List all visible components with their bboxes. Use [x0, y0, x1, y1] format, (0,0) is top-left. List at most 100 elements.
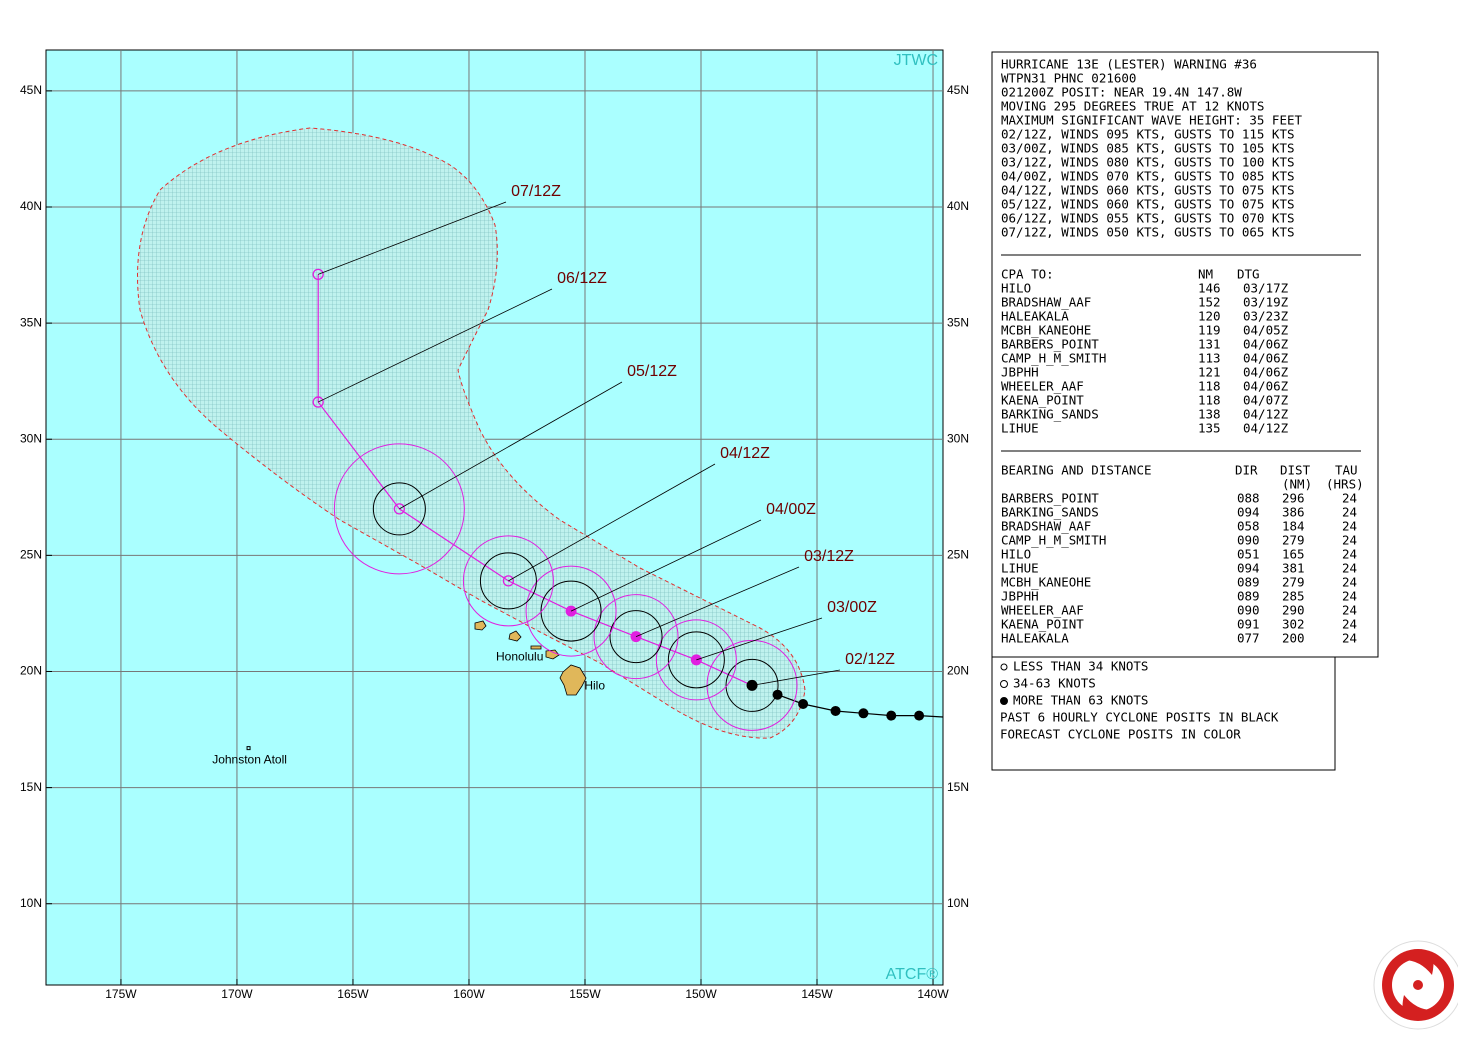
panel-text: HALEAKALA	[1001, 309, 1069, 324]
warning-panel	[991, 51, 1379, 658]
panel-text: BARKING_SANDS	[1001, 505, 1099, 520]
panel-text: 05/12Z, WINDS 060 KTS, GUSTS TO 075 KTS	[1001, 197, 1295, 212]
panel-text: HALEAKALA	[1001, 631, 1069, 646]
panel-text: 279	[1282, 575, 1305, 590]
forecast-label: 07/12Z	[511, 183, 561, 200]
panel-text: 06/12Z, WINDS 055 KTS, GUSTS TO 070 KTS	[1001, 211, 1295, 226]
panel-text: 03/17Z	[1243, 281, 1289, 296]
lat-tick-label: 30N	[20, 431, 42, 445]
panel-text: 03/00Z, WINDS 085 KTS, GUSTS TO 105 KTS	[1001, 141, 1295, 156]
panel-text: HURRICANE 13E (LESTER) WARNING #36	[1001, 57, 1257, 72]
panel-text: 089	[1237, 589, 1260, 604]
lat-tick-label: 40N	[947, 199, 969, 213]
panel-text: 34-63 KNOTS	[1013, 676, 1096, 691]
lat-tick-label: 35N	[20, 315, 42, 329]
panel-text: 279	[1282, 533, 1305, 548]
forecast-position	[502, 575, 515, 587]
source-label: JTWC	[894, 52, 938, 69]
panel-text: 120	[1198, 309, 1221, 324]
lon-tick-label: 165W	[337, 987, 369, 1001]
panel-text: MAXIMUM SIGNIFICANT WAVE HEIGHT: 35 FEET	[1001, 113, 1302, 128]
lon-tick-label: 170W	[221, 987, 253, 1001]
forecast-label: 02/12Z	[845, 651, 895, 668]
forecast-label: 04/12Z	[720, 445, 770, 462]
panel-text: DIST	[1280, 463, 1311, 478]
panel-text: 04/00Z, WINDS 070 KTS, GUSTS TO 085 KTS	[1001, 169, 1295, 184]
wind-radius-64kt	[479, 552, 537, 610]
wind-radius-34kt	[333, 443, 465, 575]
legend-symbol	[1000, 680, 1008, 688]
panel-text: 146	[1198, 281, 1221, 296]
panel-text: 24	[1342, 631, 1357, 646]
forecast-label: 03/12Z	[804, 548, 854, 565]
panel-text: 381	[1282, 561, 1305, 576]
panel-text: BRADSHAW_AAF	[1001, 519, 1091, 534]
panel-text: 24	[1342, 491, 1357, 506]
panel-text: 152	[1198, 295, 1221, 310]
forecast-position	[312, 396, 324, 408]
panel-text: JBPHH	[1001, 589, 1039, 604]
panel-text: 090	[1237, 603, 1260, 618]
panel-text: MCBH_KANEOHE	[1001, 323, 1091, 338]
lon-tick-label: 145W	[801, 987, 833, 1001]
danger-swath	[137, 127, 806, 739]
panel-text: 021200Z POSIT: NEAR 19.4N 147.8W	[1001, 85, 1242, 100]
panel-text: 24	[1342, 547, 1357, 562]
label-leader	[318, 201, 507, 275]
place-marker	[246, 746, 251, 751]
place-label: Honolulu	[496, 649, 543, 663]
panel-text: 200	[1282, 631, 1305, 646]
panel-text: BARBERS_POINT	[1001, 491, 1099, 506]
wind-radius-34kt	[525, 565, 617, 657]
lon-tick-label: 175W	[105, 987, 137, 1001]
past-position	[886, 710, 897, 721]
wind-radius-34kt	[655, 619, 737, 701]
label-leader	[508, 463, 716, 582]
lat-tick-label: 45N	[20, 83, 42, 97]
label-leader	[570, 519, 762, 612]
panel-text: PAST 6 HOURLY CYCLONE POSITS IN BLACK	[1000, 710, 1279, 725]
lat-tick-label: 30N	[947, 431, 969, 445]
panel-text: 03/12Z, WINDS 080 KTS, GUSTS TO 100 KTS	[1001, 155, 1295, 170]
panel-text: 302	[1282, 617, 1305, 632]
label-leader	[635, 566, 800, 638]
wind-radius-34kt	[593, 594, 679, 680]
panel-text: HILO	[1001, 281, 1031, 296]
lat-tick-label: 10N	[20, 896, 42, 910]
past-position	[858, 708, 869, 719]
lon-tick-label: 150W	[685, 987, 717, 1001]
credit-label: ATCF®	[886, 966, 939, 983]
panel-text: (NM)	[1282, 477, 1312, 492]
wind-radius-64kt	[540, 580, 602, 642]
label-leader	[696, 617, 823, 661]
panel-text: 058	[1237, 519, 1260, 534]
panel-text: WTPN31 PHNC 021600	[1001, 71, 1136, 86]
panel-text: 24	[1342, 533, 1357, 548]
panel-text: 131	[1198, 337, 1221, 352]
label-leader	[317, 288, 553, 403]
panel-text: 090	[1237, 533, 1260, 548]
forecast-label: 06/12Z	[557, 270, 607, 287]
panel-text: BEARING AND DISTANCE	[1001, 463, 1152, 478]
panel-text: DIR	[1235, 463, 1258, 478]
panel-text: 04/12Z	[1243, 407, 1289, 422]
past-position	[798, 698, 809, 709]
panel-text: 24	[1342, 505, 1357, 520]
panel-text: 094	[1237, 505, 1260, 520]
forecast-label: 03/00Z	[827, 599, 877, 616]
panel-text: NM	[1198, 267, 1213, 282]
lon-tick-label: 155W	[569, 987, 601, 1001]
panel-text: CPA TO:	[1001, 267, 1054, 282]
place-label: Johnston Atoll	[212, 752, 287, 766]
panel-text: KAENA_POINT	[1001, 617, 1084, 632]
lat-tick-label: 10N	[947, 896, 969, 910]
panel-text: 24	[1342, 575, 1357, 590]
panel-text: 118	[1198, 379, 1221, 394]
panel-text: MORE THAN 63 KNOTS	[1013, 693, 1148, 708]
wind-radius-64kt	[372, 482, 426, 536]
panel-text: 285	[1282, 589, 1305, 604]
panel-text: (HRS)	[1326, 477, 1364, 492]
panel-text: 091	[1237, 617, 1260, 632]
wind-radius-64kt	[725, 658, 779, 712]
panel-text: 165	[1282, 547, 1305, 562]
